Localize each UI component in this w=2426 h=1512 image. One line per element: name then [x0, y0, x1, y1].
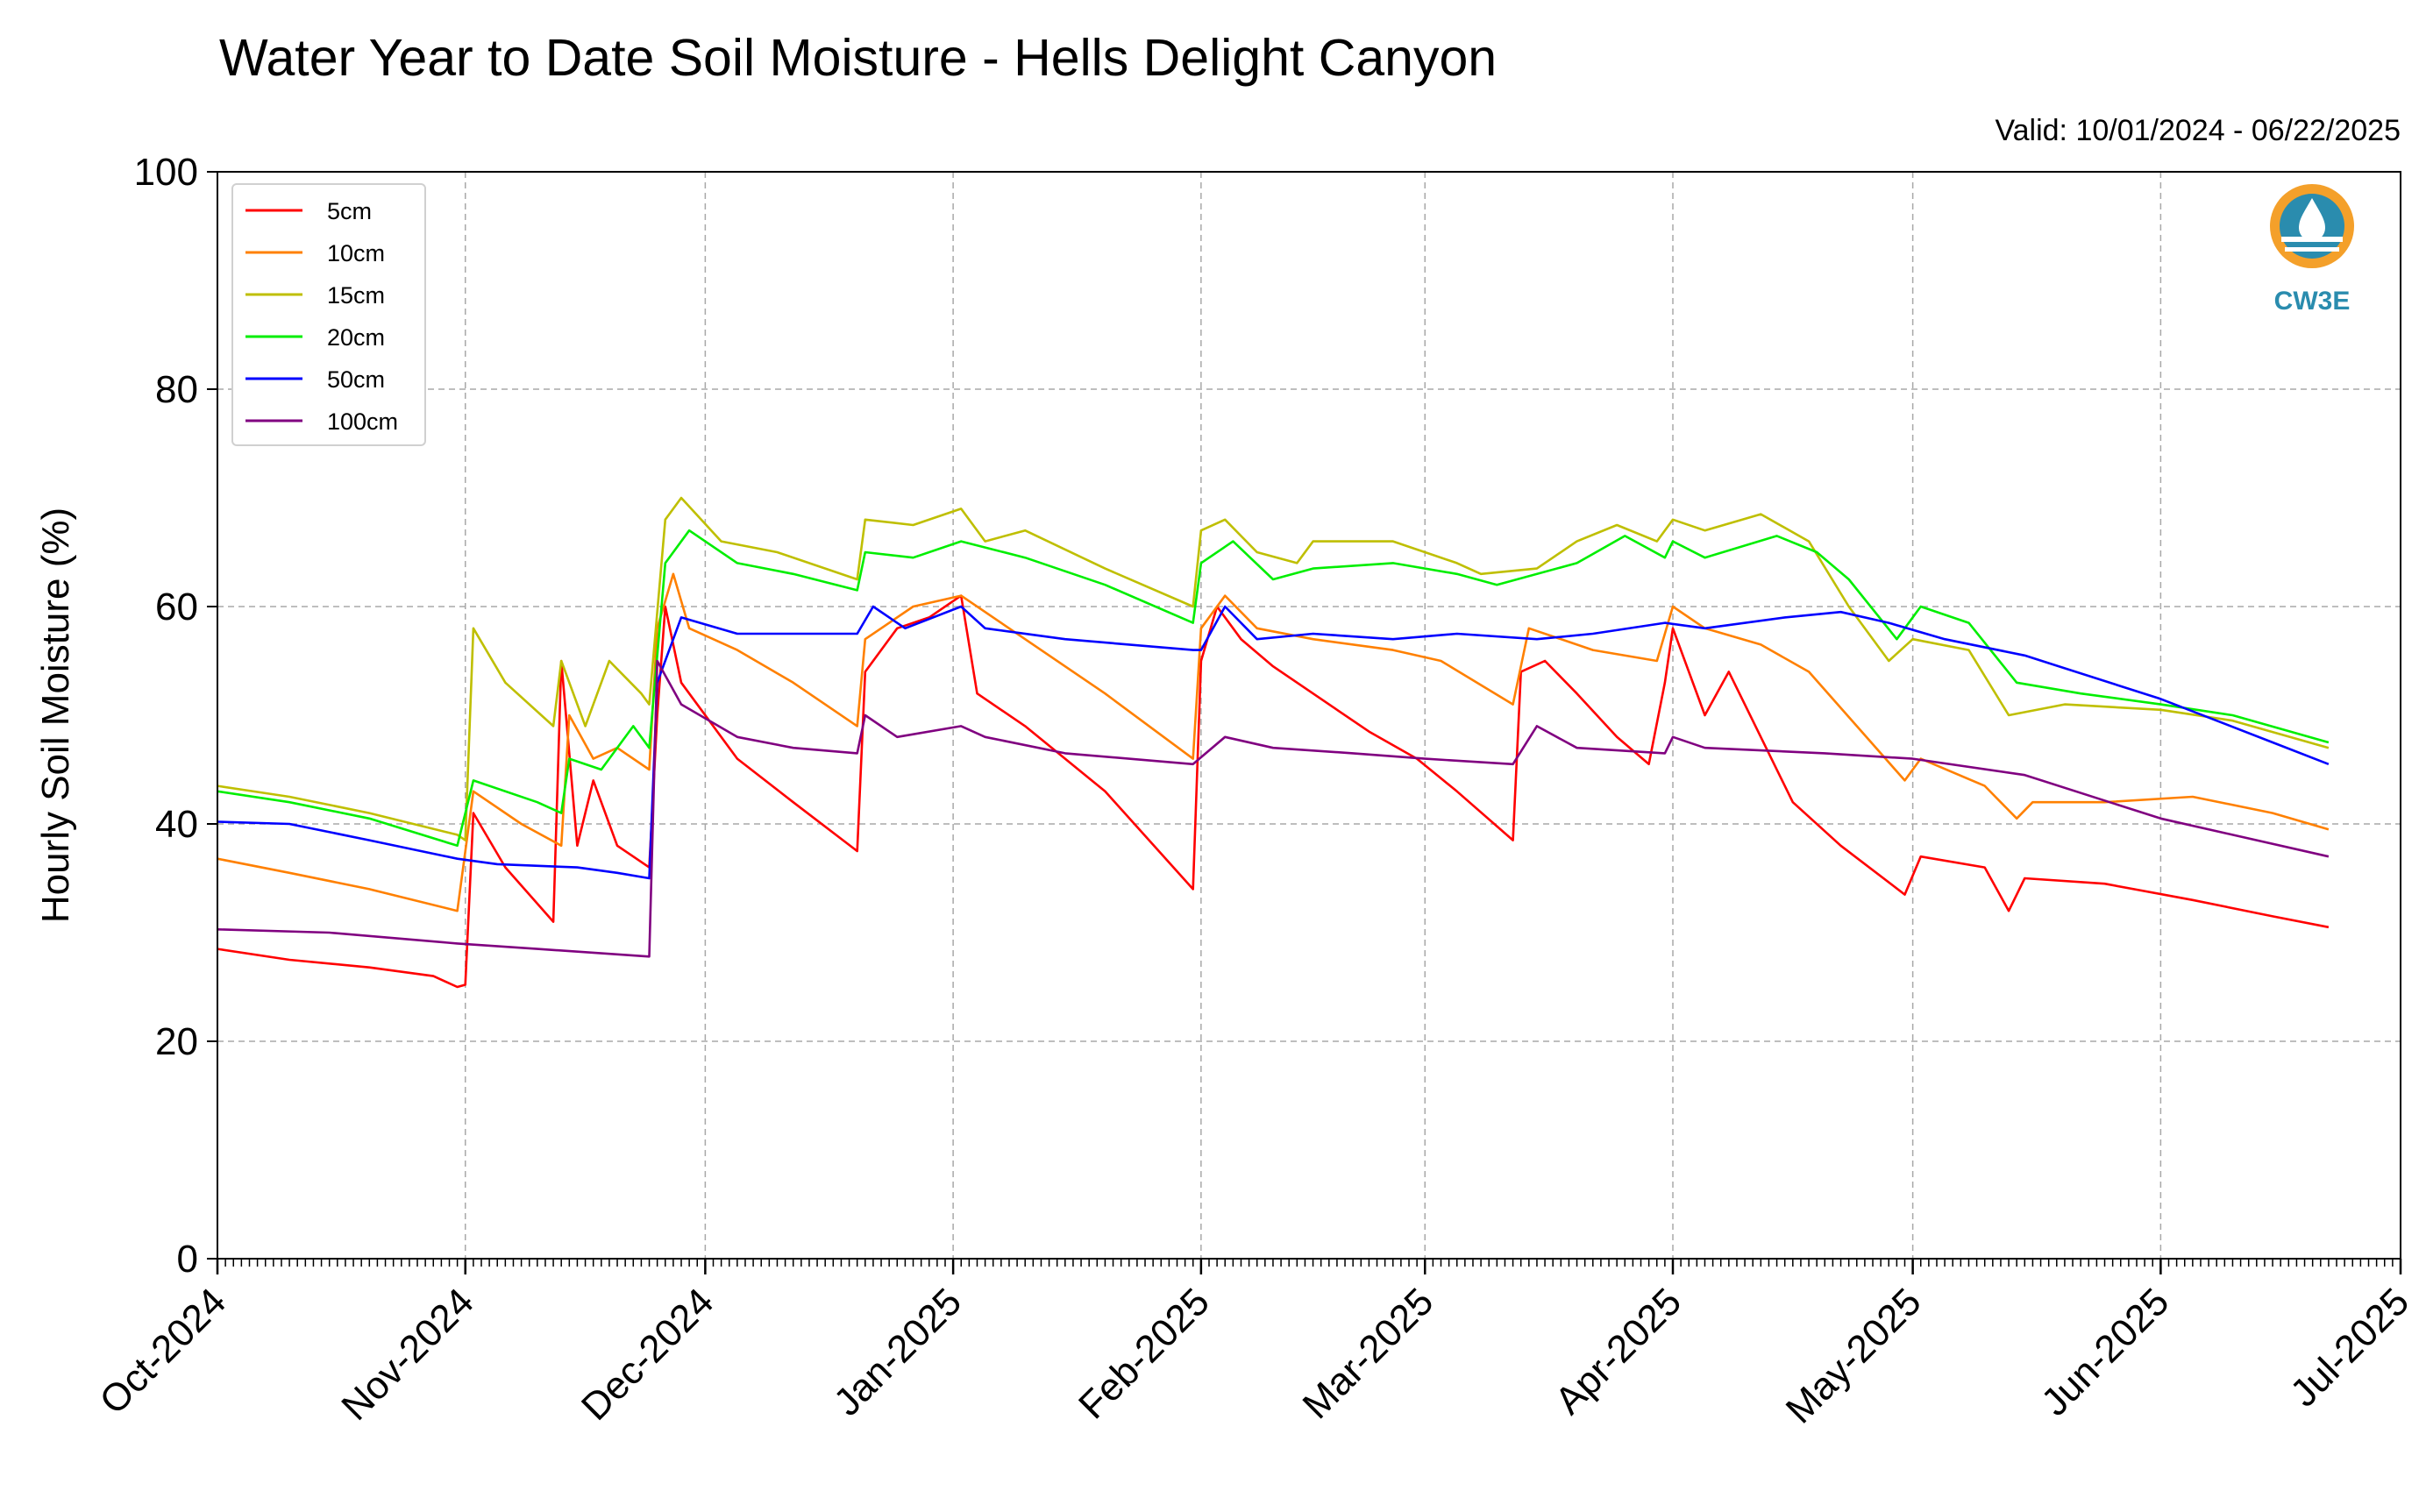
legend-label: 15cm [327, 282, 385, 309]
series-line-15cm [217, 496, 2330, 841]
water-drop-icon [2299, 198, 2325, 241]
y-axis-label: Hourly Soil Moisture (%) [34, 508, 77, 923]
legend: 5cm 10cm 15cm 20cm 50cm 100cm [231, 183, 426, 446]
x-tick-label: Jan-2025 [826, 1280, 970, 1423]
valid-range: Valid: 10/01/2024 - 06/22/2025 [1995, 114, 2401, 147]
legend-label: 100cm [327, 408, 398, 435]
logo-wave-1 [2281, 237, 2343, 242]
x-tick-label: Feb-2025 [1071, 1280, 1218, 1427]
chart-title: Water Year to Date Soil Moisture - Hells… [219, 29, 1497, 87]
x-tick-label: Jun-2025 [2033, 1280, 2177, 1423]
series-line-100cm [217, 659, 2330, 958]
series-layer [217, 496, 2330, 989]
legend-label: 50cm [327, 366, 385, 393]
series-line-5cm [217, 594, 2330, 989]
x-tick-label: Dec-2024 [573, 1280, 722, 1429]
y-tick-label: 0 [177, 1238, 198, 1281]
y-tick-label: 40 [155, 803, 198, 846]
series-line-50cm [217, 605, 2330, 880]
series-line-20cm [217, 529, 2330, 848]
legend-label: 20cm [327, 324, 385, 351]
x-tick-label: Apr-2025 [1547, 1280, 1690, 1423]
legend-label: 10cm [327, 240, 385, 266]
grid [217, 171, 2401, 1260]
x-tick-label: Mar-2025 [1295, 1280, 1442, 1427]
y-tick-label: 60 [155, 586, 198, 628]
cw3e-logo: CW3E [2270, 184, 2354, 316]
ticks: 0 20 40 60 80 100 Oct-2024 Nov-2024 Dec-2024 Jan-… [91, 151, 2417, 1431]
x-tick-label: Oct-2024 [91, 1280, 234, 1423]
y-tick-label: 20 [155, 1020, 198, 1063]
plot-frame [217, 171, 2401, 1260]
legend-label: 5cm [327, 198, 372, 224]
logo-text: CW3E [2274, 287, 2351, 316]
series-line-10cm [217, 572, 2330, 912]
y-tick-label: 80 [155, 368, 198, 411]
x-tick-label: May-2025 [1778, 1280, 1930, 1431]
x-tick-label: Jul-2025 [2282, 1280, 2417, 1415]
y-tick-label: 100 [134, 151, 198, 194]
logo-wave-2 [2285, 247, 2339, 252]
x-tick-label: Nov-2024 [333, 1280, 482, 1429]
